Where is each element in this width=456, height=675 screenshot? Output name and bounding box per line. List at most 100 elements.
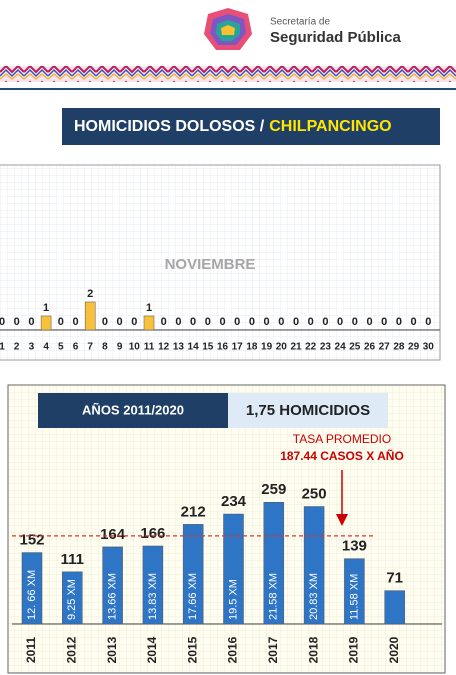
title-highlight: CHILPANCINGO [269, 118, 391, 135]
value-label: 1 [146, 302, 152, 314]
x-tick-label: 2011 [24, 637, 38, 663]
value-label: 0 [337, 316, 343, 328]
x-tick-label: 10 [129, 342, 141, 353]
x-tick-label: 29 [408, 342, 420, 353]
value-label: 0 [293, 316, 299, 328]
org-line1: Secretaría de [270, 17, 330, 28]
value-label: 0 [366, 316, 372, 328]
value-label: 139 [342, 538, 367, 555]
title: HOMICIDIOS DOLOSOS / CHILPANCINGO [74, 118, 392, 135]
x-tick-label: 2013 [105, 636, 119, 663]
value-label: 0 [234, 316, 240, 328]
bar-inner-label: 13.83 XM [147, 573, 159, 620]
x-tick-label: 4 [43, 342, 49, 353]
x-tick-label: 17 [232, 342, 244, 353]
value-label: 259 [261, 481, 286, 498]
bar [223, 513, 244, 625]
x-tick-label: 25 [349, 342, 361, 353]
x-tick-label: 2 [14, 342, 20, 353]
x-tick-label: 20 [276, 342, 288, 353]
value-label: 212 [181, 503, 206, 520]
bar-inner-label: 20.83 XM [308, 573, 320, 620]
value-label: 71 [386, 570, 403, 587]
bar [142, 545, 164, 625]
x-tick-label: 30 [423, 342, 435, 353]
value-label: 0 [396, 316, 402, 328]
bar-inner-label: 12. 66 XM [26, 570, 38, 620]
x-tick-label: 3 [29, 342, 35, 353]
x-tick-label: 2017 [266, 636, 280, 663]
value-label: 111 [61, 551, 84, 568]
bar-inner-label: 9.25 XM [66, 579, 78, 620]
x-tick-label: 27 [379, 342, 391, 353]
value-label: 0 [28, 316, 34, 328]
bar [143, 315, 155, 331]
x-tick-label: 5 [58, 342, 64, 353]
x-tick-label: 24 [335, 342, 347, 353]
value-label: 0 [14, 316, 20, 328]
x-tick-label: 11 [144, 342, 155, 353]
bar-inner-label: 13.66 XM [107, 573, 119, 620]
chart2-header-right: 1,75 HOMICIDIOS [246, 402, 370, 419]
bar [102, 546, 123, 625]
value-label: 0 [322, 316, 328, 328]
bar-inner-label: 21.58 XM [268, 573, 280, 620]
value-label: 0 [190, 316, 196, 328]
chart2-header-left: AÑOS 2011/2020 [82, 402, 184, 417]
chart2-header-right-box [228, 393, 388, 428]
x-tick-label: 7 [87, 342, 93, 353]
x-tick-label: 1 [0, 342, 5, 353]
bar [62, 571, 83, 625]
x-tick-label: 2014 [145, 636, 159, 663]
x-tick-label: 15 [202, 342, 214, 353]
bar-inner-label: 17.66 XM [187, 573, 199, 620]
value-label: 152 [19, 532, 44, 549]
x-tick-label: 16 [217, 342, 229, 353]
value-label: 250 [302, 485, 327, 502]
x-tick-label: 2016 [226, 636, 240, 663]
value-label: 234 [221, 493, 247, 510]
bar [263, 502, 285, 625]
bar [40, 315, 52, 331]
value-label: 0 [249, 316, 255, 328]
chart1-frame [0, 164, 441, 361]
value-label: 0 [102, 316, 108, 328]
x-tick-label: 18 [246, 342, 258, 353]
value-label: 0 [381, 316, 387, 328]
x-tick-label: 2015 [185, 636, 199, 663]
x-tick-label: 13 [173, 342, 185, 353]
x-tick-label: 2019 [347, 636, 361, 663]
org-line2: Seguridad Pública [270, 29, 402, 46]
annotation-line: TASA PROMEDIO [293, 432, 391, 446]
value-label: 0 [264, 316, 270, 328]
x-tick-label: 28 [393, 342, 405, 353]
value-label: 0 [175, 316, 181, 328]
x-tick-label: 26 [364, 342, 376, 353]
value-label: 0 [58, 316, 64, 328]
title-main: HOMICIDIOS DOLOSOS / [74, 118, 265, 135]
x-tick-label: 21 [290, 342, 302, 353]
value-label: 0 [131, 316, 137, 328]
value-label: 0 [117, 316, 123, 328]
x-tick-label: 6 [73, 342, 79, 353]
x-tick-label: 14 [188, 342, 200, 353]
x-tick-label: 2018 [306, 636, 320, 663]
value-label: 0 [411, 316, 417, 328]
value-label: 2 [87, 288, 93, 300]
x-tick-label: 2020 [387, 636, 401, 663]
value-label: 0 [425, 316, 431, 328]
x-tick-label: 22 [305, 342, 317, 353]
annotation-line: 187.44 CASOS X AÑO [280, 448, 404, 463]
bar [84, 301, 96, 331]
x-tick-label: 23 [320, 342, 332, 353]
value-label: 164 [100, 526, 126, 543]
bar-inner-label: 19.5 XM [227, 579, 239, 620]
x-tick-label: 19 [261, 342, 273, 353]
bar [182, 524, 204, 625]
value-label: 166 [140, 525, 165, 542]
chart2-header-left-box [38, 393, 228, 428]
bar [344, 558, 365, 625]
x-tick-label: 2012 [64, 636, 78, 663]
x-tick-label: 9 [117, 342, 123, 353]
